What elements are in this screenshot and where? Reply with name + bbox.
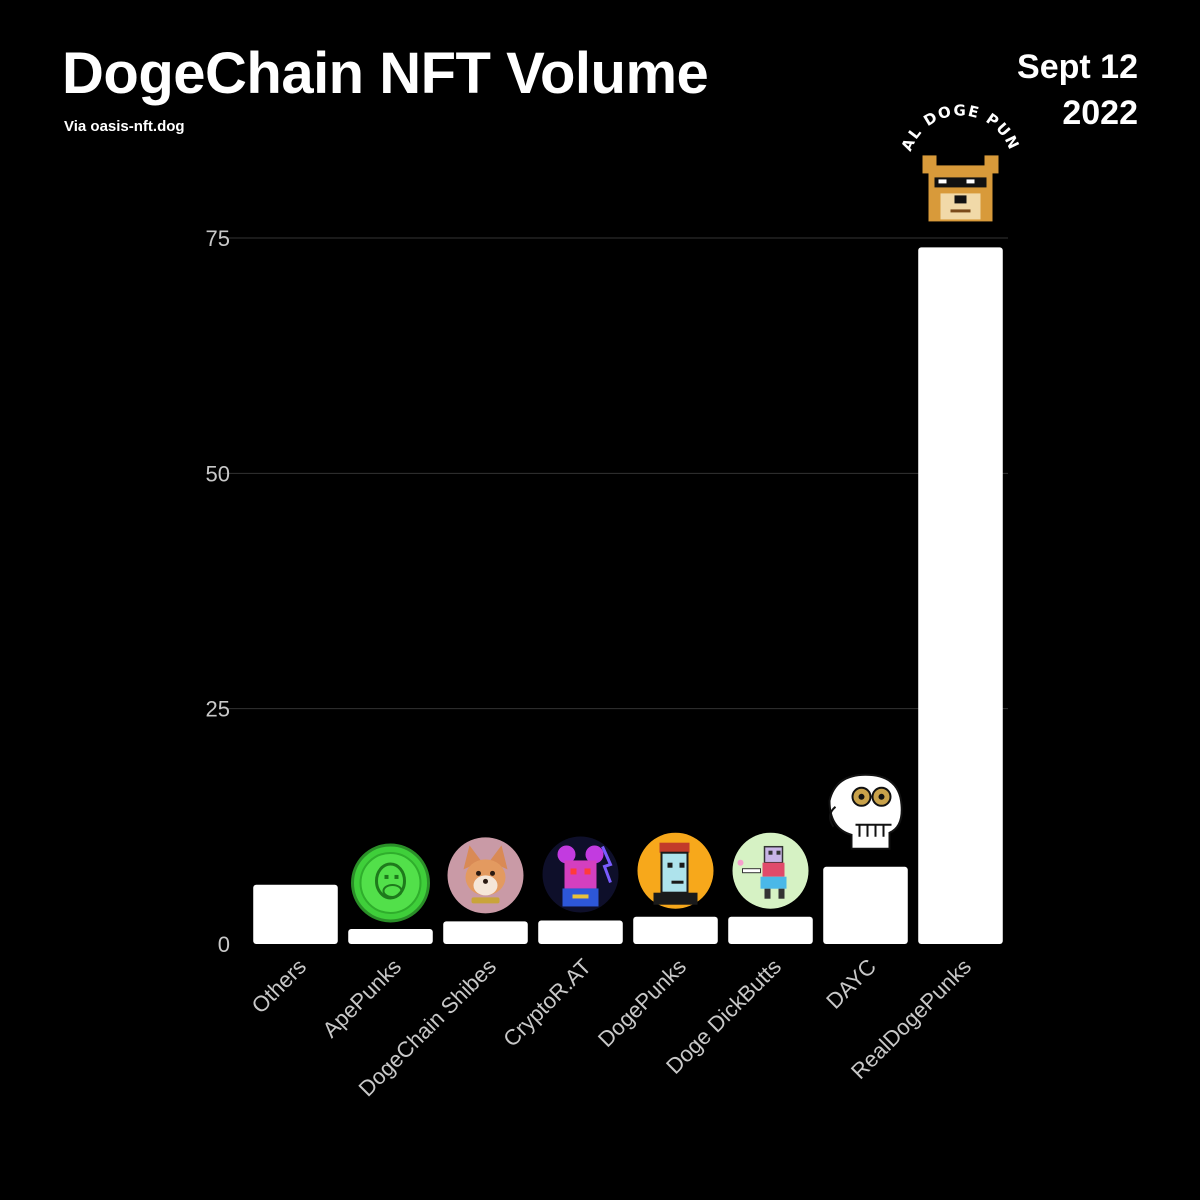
y-tick-label: 50	[206, 461, 230, 486]
x-tick-label: DAYC	[821, 954, 881, 1014]
bar-dogepunks	[633, 916, 718, 944]
y-tick-label: 75	[206, 226, 230, 251]
source-note: Via oasis-nft.dog	[64, 118, 185, 135]
dayc-skull-icon	[828, 773, 903, 850]
date-label: Sept 12 2022	[1017, 44, 1138, 136]
date-year: 2022	[1062, 94, 1138, 132]
x-tick-label: Others	[247, 954, 311, 1018]
doge-punk-icon	[637, 832, 714, 909]
y-tick-label: 0	[218, 932, 230, 957]
ape-punk-coin-icon	[351, 843, 430, 923]
y-tick-label: 25	[206, 697, 230, 722]
bars	[253, 247, 1003, 944]
bar-cryptor-at	[538, 920, 623, 944]
x-tick-label: ApePunks	[317, 954, 406, 1043]
bar-icons: REAL DOGE PUNKS	[351, 101, 1022, 923]
bar-dayc	[823, 866, 908, 944]
date-month-day: Sept 12	[1017, 48, 1138, 86]
bar-realdogepunks	[918, 247, 1003, 944]
y-axis-ticks: 0 25 50 75	[206, 226, 230, 957]
bar-doge-dickbutts	[728, 916, 813, 944]
bar-apepunks	[348, 928, 433, 944]
bar-dogechain-shibes	[443, 921, 528, 944]
x-tick-label: DogePunks	[593, 954, 691, 1052]
grid-lines	[222, 237, 1008, 710]
real-doge-punks-logo-icon: REAL DOGE PUNKS	[898, 101, 1022, 222]
doge-dickbutt-icon	[732, 832, 809, 909]
shiba-dog-icon	[447, 837, 524, 914]
crypto-rat-icon	[542, 836, 619, 913]
chart-title: DogeChain NFT Volume	[62, 41, 709, 106]
bar-others	[253, 884, 338, 944]
x-tick-label: CryptoR.AT	[498, 954, 596, 1052]
